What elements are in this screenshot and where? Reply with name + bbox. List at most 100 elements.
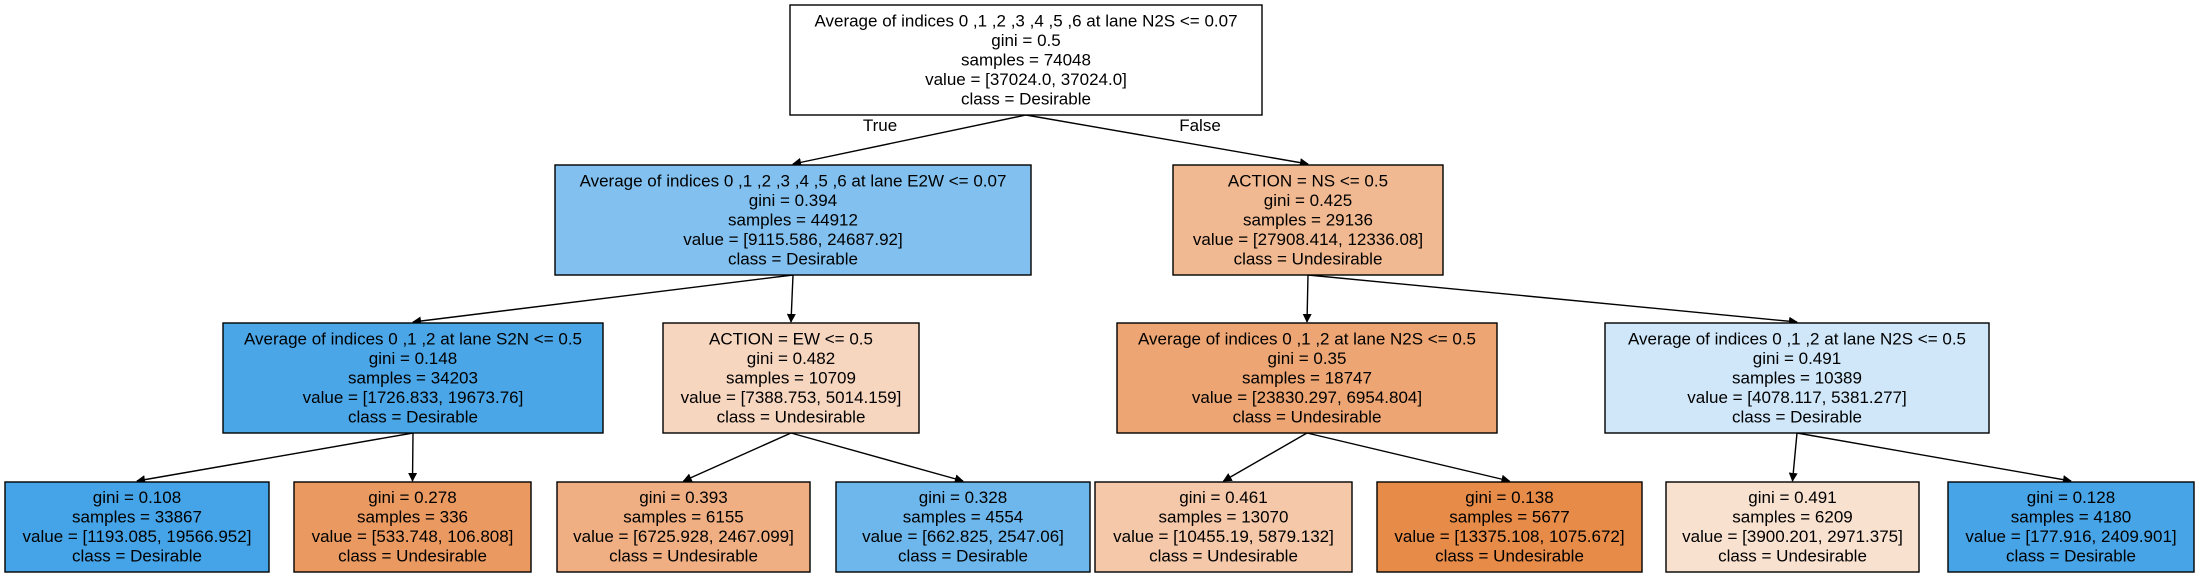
node-box bbox=[662, 322, 920, 434]
node-box bbox=[1947, 481, 2195, 573]
node-text-line: class = Desirable bbox=[728, 249, 858, 268]
node-text-line: class = Desirable bbox=[72, 547, 202, 566]
node-text-line: class = Undesirable bbox=[717, 407, 866, 426]
edge-n6-n14 bbox=[1796, 432, 2072, 485]
node-text-line: samples = 6209 bbox=[1732, 508, 1853, 527]
node-text-line: class = Desirable bbox=[898, 547, 1028, 566]
node-text-line: value = [13375.108, 1075.672] bbox=[1394, 527, 1624, 546]
node-text-line: samples = 18747 bbox=[1242, 368, 1372, 387]
node-text-line: gini = 0.5 bbox=[991, 31, 1060, 50]
node-text-line: gini = 0.482 bbox=[747, 349, 835, 368]
node-box bbox=[1376, 481, 1643, 573]
node-box bbox=[1172, 164, 1444, 276]
node-text-line: gini = 0.425 bbox=[1264, 191, 1352, 210]
node-text-line: class = Undesirable bbox=[609, 547, 758, 566]
node-text-line: value = [662.825, 2547.06] bbox=[862, 527, 1064, 546]
node-text-line: samples = 34203 bbox=[348, 368, 478, 387]
node-text-line: value = [1193.085, 19566.952] bbox=[23, 527, 252, 546]
edge-n2-n5 bbox=[1302, 274, 1312, 323]
edge-n1-n4 bbox=[786, 274, 796, 323]
node-box bbox=[556, 481, 811, 573]
nodes-layer: Average of indices 0 ,1 ,2 ,3 ,4 ,5 ,6 a… bbox=[4, 4, 2195, 573]
edge-n4-n9 bbox=[682, 432, 792, 482]
node-box bbox=[1094, 481, 1353, 573]
node-text-line: value = [7388.753, 5014.159] bbox=[681, 388, 902, 407]
node-box bbox=[1604, 322, 1990, 434]
node-text-line: samples = 44912 bbox=[728, 210, 858, 229]
node-text-line: gini = 0.35 bbox=[1268, 349, 1347, 368]
node-text-line: gini = 0.108 bbox=[93, 488, 181, 507]
edge-n0-n1 bbox=[792, 114, 1027, 167]
node-text-line: gini = 0.278 bbox=[368, 488, 456, 507]
node-text-line: class = Undesirable bbox=[1718, 547, 1867, 566]
node-text-line: gini = 0.393 bbox=[639, 488, 727, 507]
node-text-line: class = Desirable bbox=[2006, 547, 2136, 566]
node-text-line: value = [6725.928, 2467.099] bbox=[573, 527, 794, 546]
node-text-line: samples = 336 bbox=[357, 508, 468, 527]
node-text-line: value = [1726.833, 19673.76] bbox=[303, 388, 524, 407]
node-text-line: value = [37024.0, 37024.0] bbox=[925, 70, 1127, 89]
node-text-line: ACTION = NS <= 0.5 bbox=[1228, 171, 1388, 190]
node-text-line: gini = 0.148 bbox=[369, 349, 457, 368]
node-text-line: gini = 0.461 bbox=[1179, 488, 1267, 507]
node-text-line: class = Undesirable bbox=[1149, 547, 1298, 566]
node-text-line: samples = 10709 bbox=[726, 368, 856, 387]
node-box bbox=[4, 481, 270, 573]
tree-node-n3: Average of indices 0 ,1 ,2 at lane S2N <… bbox=[222, 322, 604, 434]
node-text-line: class = Desirable bbox=[961, 89, 1091, 108]
tree-node-n0: Average of indices 0 ,1 ,2 ,3 ,4 ,5 ,6 a… bbox=[789, 4, 1263, 116]
node-text-line: value = [23830.297, 6954.804] bbox=[1192, 388, 1422, 407]
node-text-line: samples = 4554 bbox=[903, 508, 1024, 527]
node-text-line: gini = 0.328 bbox=[919, 488, 1007, 507]
node-box bbox=[789, 4, 1263, 116]
node-text-line: class = Desirable bbox=[348, 407, 478, 426]
node-box bbox=[1665, 481, 1920, 573]
node-text-line: gini = 0.491 bbox=[1753, 349, 1841, 368]
edge-label-true: True bbox=[863, 116, 897, 135]
node-text-line: class = Undesirable bbox=[1435, 547, 1584, 566]
node-text-line: value = [10455.19, 5879.132] bbox=[1113, 527, 1334, 546]
node-text-line: samples = 74048 bbox=[961, 50, 1091, 69]
edge-n1-n3 bbox=[412, 274, 794, 326]
node-text-line: Average of indices 0 ,1 ,2 at lane N2S <… bbox=[1138, 329, 1476, 348]
node-box bbox=[293, 481, 532, 573]
node-text-line: samples = 4180 bbox=[2011, 508, 2132, 527]
edge-n2-n6 bbox=[1307, 274, 1798, 326]
node-text-line: class = Undesirable bbox=[1233, 407, 1382, 426]
node-text-line: gini = 0.394 bbox=[749, 191, 837, 210]
node-box bbox=[835, 481, 1091, 573]
tree-node-n5: Average of indices 0 ,1 ,2 at lane N2S <… bbox=[1116, 322, 1498, 434]
node-text-line: samples = 5677 bbox=[1449, 508, 1570, 527]
node-text-line: samples = 13070 bbox=[1159, 508, 1289, 527]
edge-n3-n7 bbox=[136, 432, 414, 485]
node-box bbox=[554, 164, 1032, 276]
node-text-line: samples = 29136 bbox=[1243, 210, 1373, 229]
tree-node-n1: Average of indices 0 ,1 ,2 ,3 ,4 ,5 ,6 a… bbox=[554, 164, 1032, 276]
node-text-line: ACTION = EW <= 0.5 bbox=[709, 329, 873, 348]
node-text-line: gini = 0.128 bbox=[2027, 488, 2115, 507]
edges-layer: True False bbox=[136, 114, 2072, 485]
node-text-line: Average of indices 0 ,1 ,2 at lane S2N <… bbox=[244, 329, 582, 348]
edge-n0-n2 bbox=[1025, 114, 1309, 168]
node-text-line: gini = 0.491 bbox=[1748, 488, 1836, 507]
node-text-line: Average of indices 0 ,1 ,2 ,3 ,4 ,5 ,6 a… bbox=[580, 171, 1007, 190]
node-text-line: value = [177.916, 2409.901] bbox=[1965, 527, 2176, 546]
node-text-line: value = [4078.117, 5381.277] bbox=[1687, 388, 1906, 407]
tree-node-n6: Average of indices 0 ,1 ,2 at lane N2S <… bbox=[1604, 322, 1990, 434]
node-box bbox=[1116, 322, 1498, 434]
node-text-line: class = Desirable bbox=[1732, 407, 1862, 426]
node-text-line: value = [9115.586, 24687.92] bbox=[683, 230, 902, 249]
edge-n5-n11 bbox=[1222, 432, 1308, 482]
node-text-line: value = [27908.414, 12336.08] bbox=[1193, 230, 1423, 249]
node-text-line: Average of indices 0 ,1 ,2 at lane N2S <… bbox=[1628, 329, 1966, 348]
node-text-line: samples = 33867 bbox=[72, 508, 202, 527]
node-text-line: value = [533.748, 106.808] bbox=[312, 527, 514, 546]
